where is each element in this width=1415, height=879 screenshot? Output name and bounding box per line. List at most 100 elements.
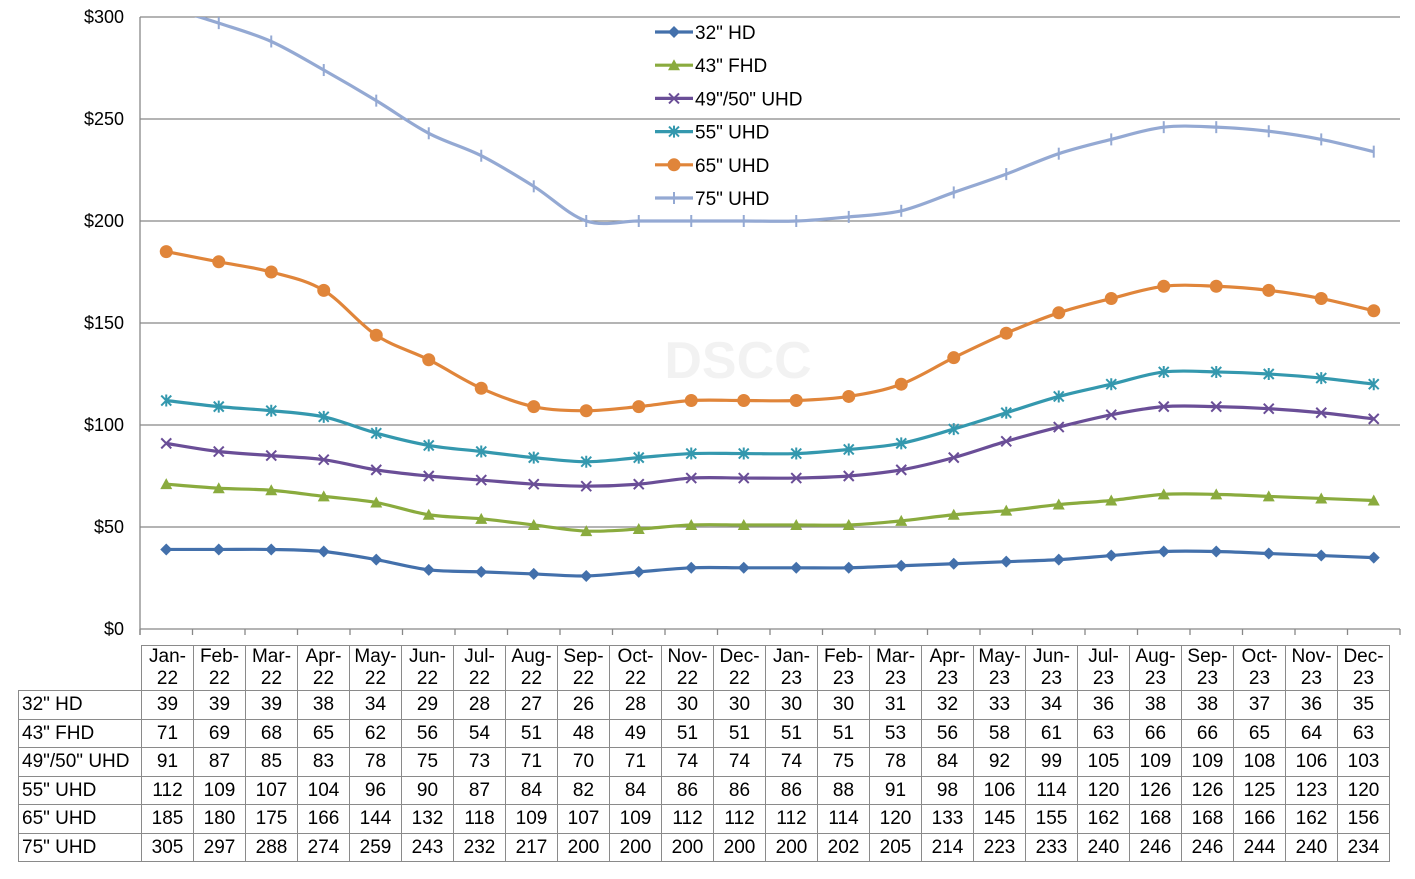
table-column-header: Jun- 22 <box>401 645 454 691</box>
table-column-header: Sep- 23 <box>1181 645 1234 691</box>
legend-label: 55" UHD <box>695 123 769 144</box>
table-cell: 35 <box>1337 690 1390 720</box>
column-header-line: 22 <box>468 668 491 689</box>
table-cell: 51 <box>765 718 818 748</box>
series-line <box>166 369 1374 464</box>
table-cell: 120 <box>1077 775 1130 805</box>
column-header-line: 22 <box>416 668 439 689</box>
data-point <box>685 447 697 460</box>
table-cell: 86 <box>765 775 818 805</box>
series-lines <box>159 17 1381 582</box>
table-column-header: May- 22 <box>349 645 402 691</box>
series-4 <box>159 245 1381 418</box>
table-column-header: Jun- 23 <box>1025 645 1078 691</box>
data-point <box>475 512 488 524</box>
table-cell: 69 <box>193 718 246 748</box>
data-point <box>1315 407 1327 419</box>
table-cell: 70 <box>557 747 610 777</box>
row-label: 32" HD <box>18 690 142 720</box>
table-cell: 30 <box>713 690 766 720</box>
data-point <box>475 474 487 486</box>
series-5 <box>194 17 1375 227</box>
table-cell: 49 <box>609 718 662 748</box>
table-cell: 88 <box>817 775 870 805</box>
table-column-header: Aug- 22 <box>505 645 558 691</box>
table-cell: 90 <box>401 775 454 805</box>
column-header-line: 23 <box>1300 668 1323 689</box>
data-point <box>527 518 540 530</box>
table-cell: 288 <box>245 832 298 862</box>
table-cell: 63 <box>1337 718 1390 748</box>
table-cell: 109 <box>1129 747 1182 777</box>
table-cell: 36 <box>1285 690 1338 720</box>
data-point <box>1209 279 1223 293</box>
table-cell: 30 <box>817 690 870 720</box>
column-header-line: Oct- <box>617 646 654 667</box>
table-cell: 217 <box>505 832 558 862</box>
data-point <box>633 451 645 464</box>
series-line <box>166 482 1374 533</box>
data-point <box>738 447 750 460</box>
table-cell: 240 <box>1285 832 1338 862</box>
table-cell: 98 <box>921 775 974 805</box>
data-point <box>1000 555 1013 568</box>
data-point <box>1262 547 1275 560</box>
table-cell: 133 <box>921 804 974 834</box>
table-cell: 85 <box>245 747 298 777</box>
series-3 <box>160 365 1380 468</box>
data-point <box>1368 378 1380 391</box>
data-point <box>160 478 173 490</box>
data-point <box>790 518 803 530</box>
data-point <box>1000 435 1012 448</box>
column-header-line: Feb- <box>199 646 240 667</box>
data-point <box>213 400 225 413</box>
table-cell: 63 <box>1077 718 1130 748</box>
table-cell: 109 <box>1181 747 1234 777</box>
data-point <box>1367 494 1380 506</box>
table-row: 43" FHD 71 69 68 65 62 56 54 51 48 49 51 51 51 51 53 56 5… <box>18 718 1390 748</box>
data-point <box>632 523 645 535</box>
table-cell: 99 <box>1025 747 1078 777</box>
table-cell: 86 <box>661 775 714 805</box>
data-point <box>632 400 646 414</box>
table-row: 75" UHD 305 297 288 274 259 243 232 217 200 200 200… <box>18 832 1390 862</box>
table-column-header: Nov- 22 <box>661 645 714 691</box>
table-cell: 39 <box>193 690 246 720</box>
column-header-line: 22 <box>260 668 283 689</box>
table-cell: 297 <box>193 832 246 862</box>
table-cell: 200 <box>609 832 662 862</box>
table-cell: 259 <box>349 832 402 862</box>
table-cell: 65 <box>297 718 350 748</box>
data-point <box>475 445 487 458</box>
column-header-line: May- <box>978 646 1021 667</box>
data-point <box>370 553 383 566</box>
data-point <box>265 404 277 417</box>
table-cell: 51 <box>713 718 766 748</box>
legend-item: 65" UHD <box>655 156 769 177</box>
table-cell: 87 <box>453 775 506 805</box>
table-cell: 234 <box>1337 832 1390 862</box>
table-cell: 82 <box>557 775 610 805</box>
column-header-line: 23 <box>1196 668 1219 689</box>
data-point <box>474 381 488 395</box>
table-cell: 32 <box>921 690 974 720</box>
table-cell: 305 <box>141 832 194 862</box>
data-point <box>737 394 751 408</box>
data-point <box>1157 545 1170 558</box>
table-cell: 246 <box>1129 832 1182 862</box>
data-point <box>317 490 330 502</box>
table-cell: 73 <box>453 747 506 777</box>
table-cell: 54 <box>453 718 506 748</box>
y-tick-label: $0 <box>104 619 124 639</box>
table-cell: 71 <box>609 747 662 777</box>
table-cell: 71 <box>505 747 558 777</box>
data-point <box>947 351 961 365</box>
data-point <box>528 478 540 490</box>
table-cell: 38 <box>1129 690 1182 720</box>
data-point <box>843 470 855 482</box>
row-label: 55" UHD <box>18 775 142 805</box>
data-point <box>1367 551 1380 564</box>
table-cell: 168 <box>1129 804 1182 834</box>
data-point <box>1052 306 1066 320</box>
data-point <box>1052 553 1065 566</box>
